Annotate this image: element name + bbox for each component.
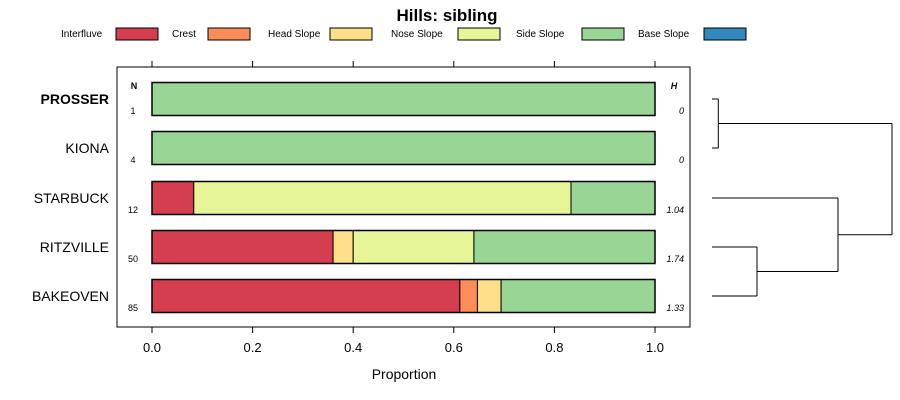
x-tick-label-0: 0.0 <box>143 340 161 355</box>
bar-outline-bakeoven <box>151 278 656 314</box>
dendrogram <box>712 98 893 297</box>
bar-kiona-side-slope <box>151 131 656 165</box>
bar-bakeoven-head-slope <box>476 279 502 313</box>
row-label-kiona: KIONA <box>65 140 109 156</box>
x-tick-label-5: 1.0 <box>646 340 664 355</box>
h-value-bakeoven: 1.33 <box>666 303 684 313</box>
n-value-starbuck: 12 <box>128 205 138 215</box>
legend-swatch-head-slope <box>329 27 373 41</box>
row-label-starbuck: STARBUCK <box>34 190 110 206</box>
bar-bakeoven-side-slope <box>500 279 656 313</box>
bar-ritzville-head-slope <box>332 230 354 264</box>
h-value-starbuck: 1.04 <box>666 205 684 215</box>
legend-label-nose-slope: Nose Slope <box>391 29 443 40</box>
legend-swatch-base-slope <box>703 27 747 41</box>
legend-label-crest: Crest <box>172 29 196 40</box>
x-tick-label-4: 0.8 <box>545 340 563 355</box>
n-value-bakeoven: 85 <box>128 303 138 313</box>
bar-ritzville-side-slope <box>473 230 656 264</box>
bar-prosser-side-slope <box>151 82 656 116</box>
x-tick-label-1: 0.2 <box>244 340 262 355</box>
bar-bakeoven-crest <box>459 279 478 313</box>
h-value-prosser: 0 <box>679 106 684 116</box>
legend-swatch-nose-slope <box>457 27 501 41</box>
h-header: H <box>671 81 678 91</box>
n-header: N <box>131 81 138 91</box>
bars <box>151 81 656 314</box>
n-value-kiona: 4 <box>130 155 135 165</box>
x-axis: 0.0 0.2 0.4 0.6 0.8 1.0 <box>143 61 664 355</box>
panel-border <box>116 66 691 328</box>
legend-label-base-slope: Base Slope <box>638 29 690 40</box>
row-label-ritzville: RITZVILLE <box>40 239 109 255</box>
legend-label-interfluve: Interfluve <box>61 29 103 40</box>
row-labels: PROSSER 1 0 KIONA 4 0 STARBUCK 12 1.04 RITZVILLE 5… <box>32 91 684 313</box>
x-axis-title: Proportion <box>372 366 437 382</box>
bar-starbuck-nose-slope <box>193 181 572 215</box>
row-label-prosser: PROSSER <box>41 91 109 107</box>
bar-ritzville-interfluve <box>151 230 334 264</box>
bar-outline-prosser <box>151 81 656 117</box>
legend: Interfluve Crest Head Slope Nose Slope Side … <box>61 27 747 41</box>
h-value-kiona: 0 <box>679 155 684 165</box>
bar-starbuck-side-slope <box>570 181 656 215</box>
bar-outline-starbuck <box>151 180 656 216</box>
legend-swatch-side-slope <box>581 27 625 41</box>
bar-starbuck-interfluve <box>151 181 195 215</box>
bar-outline-ritzville <box>151 229 656 265</box>
chart-title: Hills: sibling <box>396 6 497 25</box>
n-value-prosser: 1 <box>130 106 135 116</box>
legend-label-head-slope: Head Slope <box>268 29 321 40</box>
legend-label-side-slope: Side Slope <box>516 29 565 40</box>
legend-swatch-interfluve <box>115 27 159 41</box>
legend-swatch-crest <box>207 27 251 41</box>
row-label-bakeoven: BAKEOVEN <box>32 288 109 304</box>
h-value-ritzville: 1.74 <box>666 254 684 264</box>
bar-outline-kiona <box>151 130 656 166</box>
x-tick-label-2: 0.4 <box>344 340 362 355</box>
bar-ritzville-nose-slope <box>352 230 475 264</box>
x-tick-label-3: 0.6 <box>445 340 463 355</box>
n-value-ritzville: 50 <box>128 254 138 264</box>
bar-bakeoven-interfluve <box>151 279 461 313</box>
